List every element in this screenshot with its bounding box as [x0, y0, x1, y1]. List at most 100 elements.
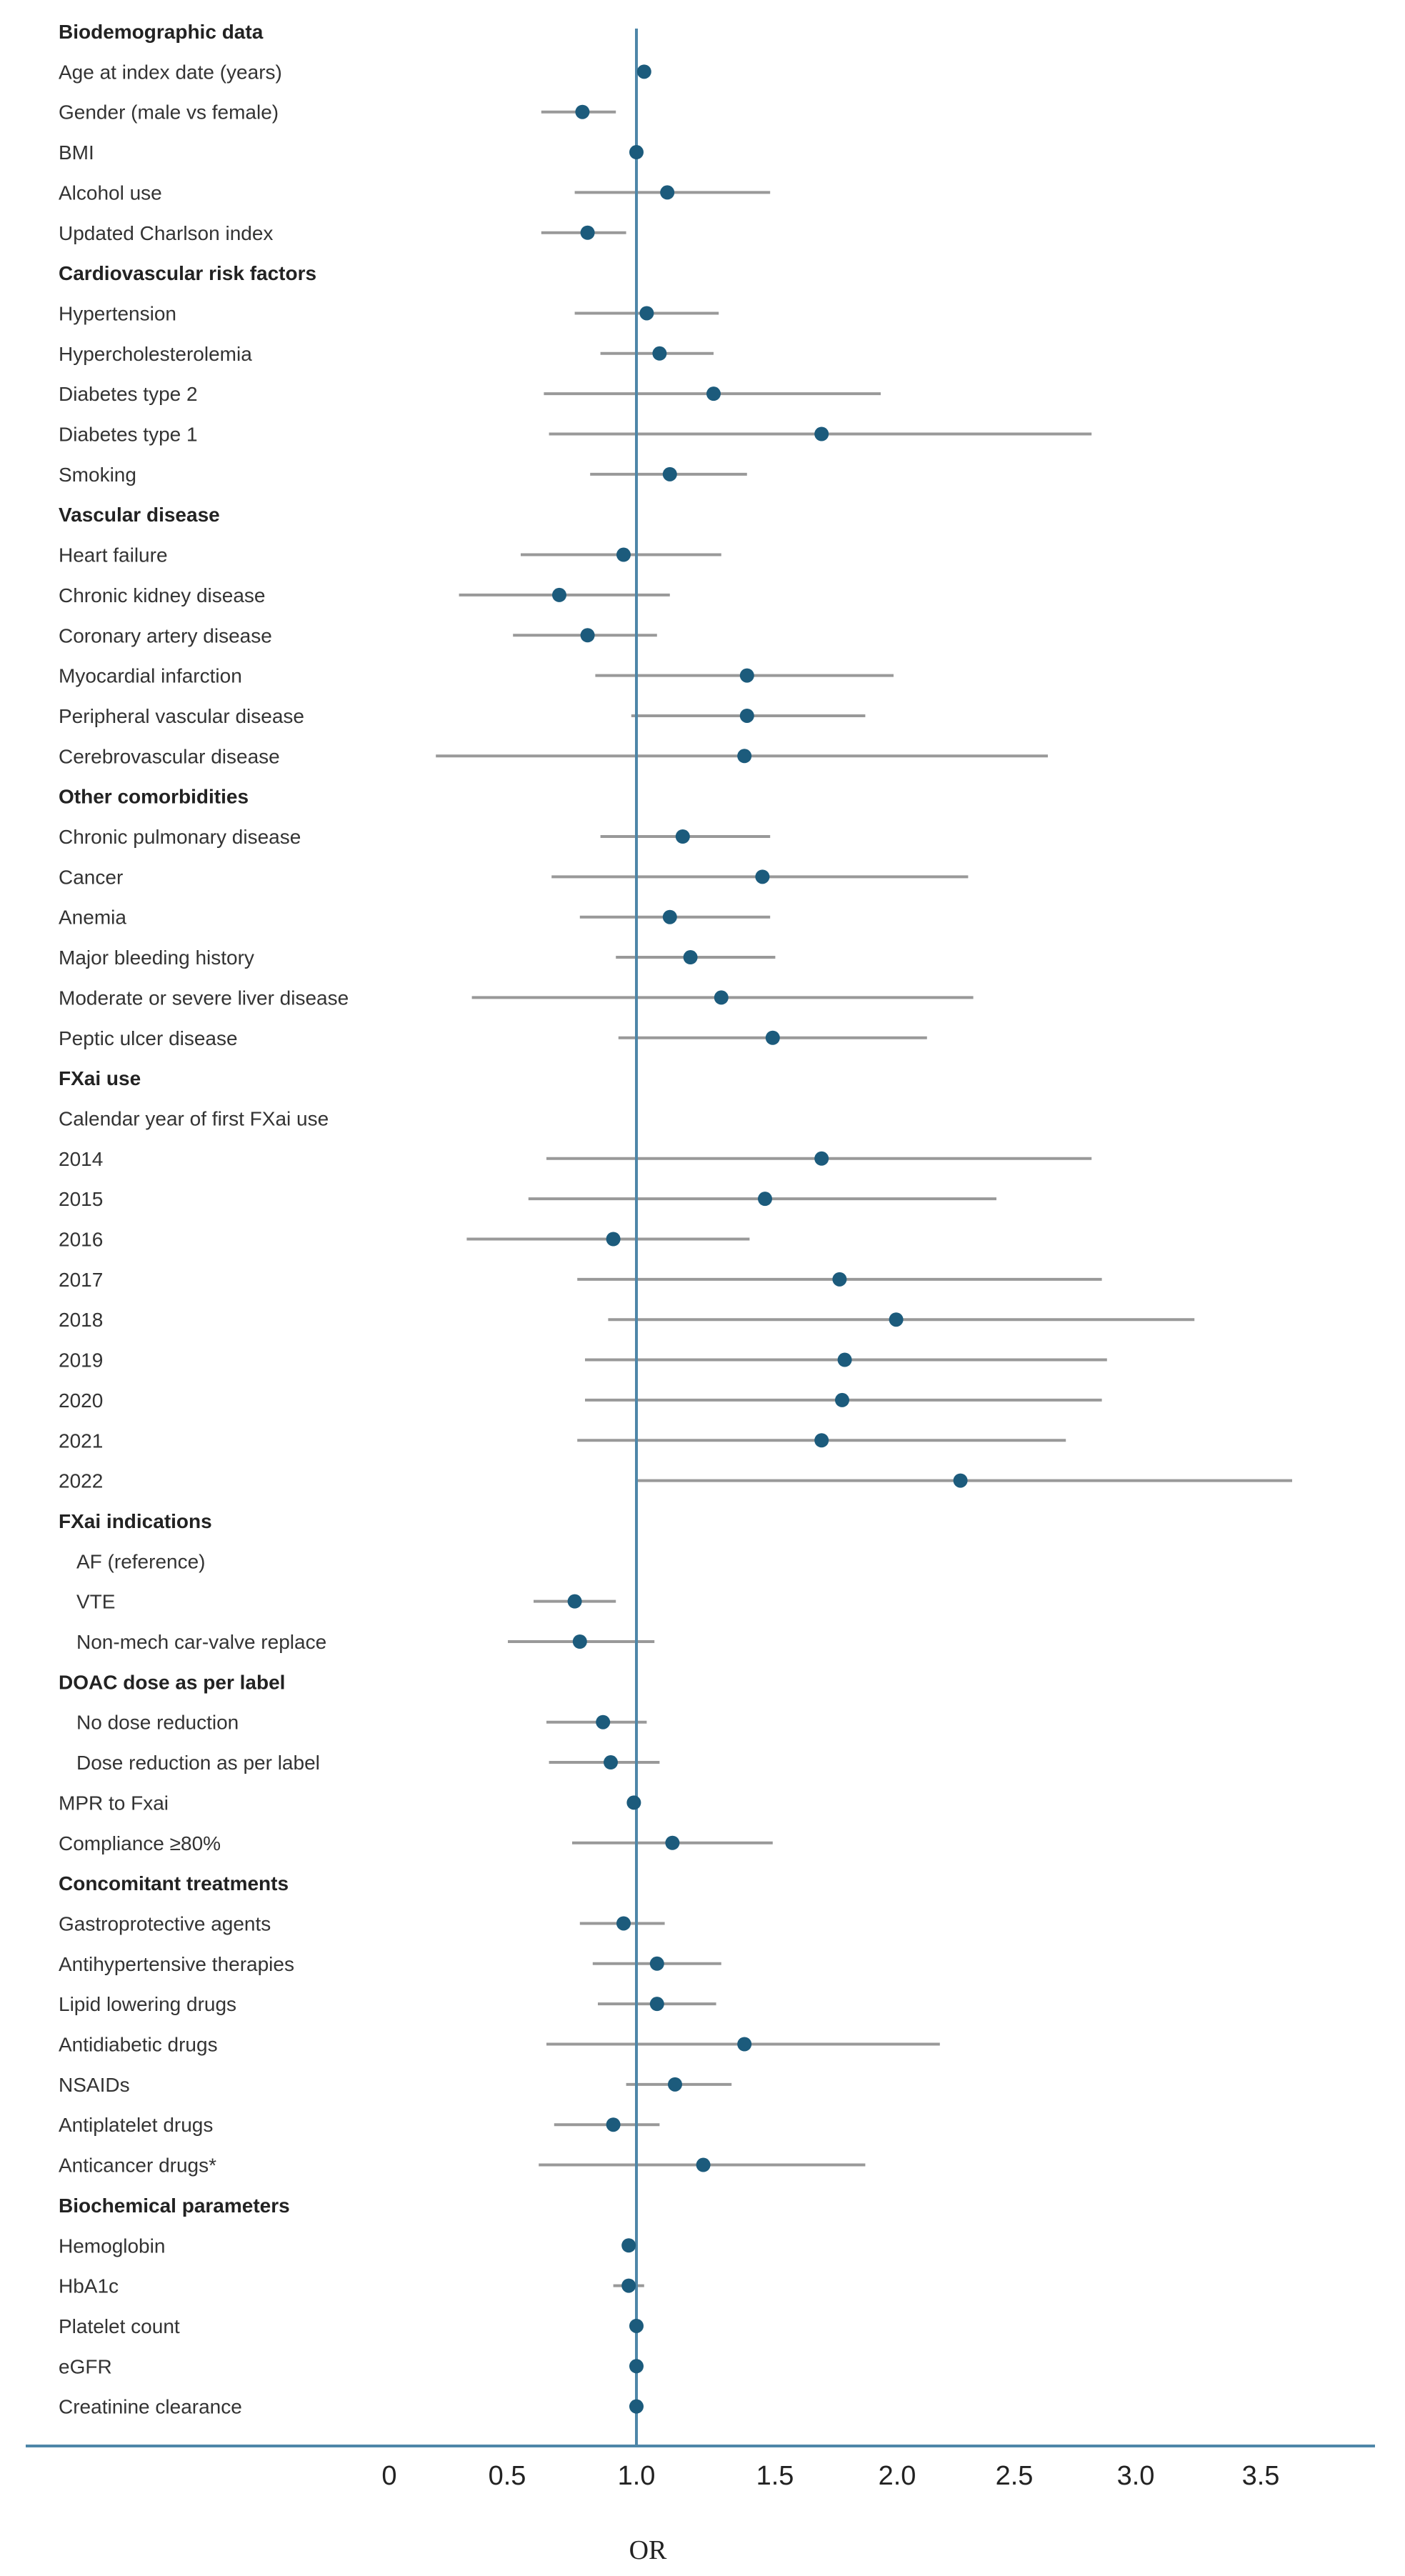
or-point — [739, 708, 754, 723]
section-header: DOAC dose as per label — [59, 1671, 285, 1693]
or-point — [758, 1192, 772, 1207]
or-point — [652, 346, 667, 361]
or-point — [606, 1232, 621, 1247]
x-tick-label: 2.5 — [996, 2461, 1034, 2491]
x-axis-tick-labels: 0 0.5 1.0 1.5 2.0 2.5 3.0 3.5 — [381, 2461, 1279, 2491]
or-point — [755, 869, 770, 884]
or-point — [626, 1795, 641, 1810]
row-label: HbA1c — [59, 2275, 119, 2297]
or-point — [604, 1755, 618, 1770]
row-label: Chronic pulmonary disease — [59, 826, 301, 848]
or-point — [814, 426, 829, 441]
row-label: Non-mech car-valve replace — [76, 1631, 326, 1653]
row-label: Diabetes type 2 — [59, 383, 198, 405]
or-point — [737, 749, 752, 764]
or-point — [596, 1714, 611, 1729]
or-point — [629, 2399, 644, 2414]
row-labels: Biodemographic data Age at index date (ye… — [59, 21, 349, 2418]
x-tick-label: 1.5 — [756, 2461, 794, 2491]
row-label: Peripheral vascular disease — [59, 705, 304, 727]
x-tick-label: 0 — [381, 2461, 396, 2491]
x-tick-label: 2.0 — [879, 2461, 916, 2491]
row-label: Hemoglobin — [59, 2235, 165, 2257]
row-label: Hypercholesterolemia — [59, 343, 252, 365]
or-point — [832, 1272, 847, 1287]
section-header: Other comorbidities — [59, 786, 249, 808]
section-header: Biochemical parameters — [59, 2195, 290, 2217]
row-label: eGFR — [59, 2355, 112, 2377]
row-label: Alcohol use — [59, 181, 162, 204]
row-label: Dose reduction as per label — [76, 1752, 320, 1774]
x-tick-label: 3.5 — [1242, 2461, 1280, 2491]
row-label: 2021 — [59, 1429, 103, 1452]
row-label: Age at index date (years) — [59, 61, 282, 83]
section-header: Vascular disease — [59, 504, 220, 526]
row-label: Gastroprotective agents — [59, 1912, 271, 1935]
row-label: Chronic kidney disease — [59, 584, 266, 606]
row-label: Antihypertensive therapies — [59, 1953, 294, 1975]
x-tick-label: 1.0 — [618, 2461, 656, 2491]
odds-ratio-points — [552, 64, 968, 2414]
row-label: Platelet count — [59, 2315, 180, 2337]
or-point — [649, 1997, 664, 2012]
row-label: Heart failure — [59, 544, 168, 566]
row-label: Lipid lowering drugs — [59, 1993, 236, 2015]
or-point — [668, 2077, 682, 2092]
or-point — [580, 225, 595, 240]
row-label: MPR to Fxai — [59, 1792, 169, 1814]
or-point — [814, 1433, 829, 1448]
row-label: 2016 — [59, 1229, 103, 1251]
or-point — [662, 466, 677, 481]
confidence-intervals — [436, 110, 1292, 2287]
or-point — [575, 104, 590, 119]
row-label: AF (reference) — [76, 1550, 206, 1572]
or-point — [889, 1312, 904, 1327]
row-label: No dose reduction — [76, 1712, 239, 1734]
row-label: Hypertension — [59, 302, 176, 324]
row-label: 2018 — [59, 1309, 103, 1331]
or-point — [621, 2278, 636, 2293]
row-label: Coronary artery disease — [59, 624, 272, 647]
row-label: 2015 — [59, 1188, 103, 1210]
or-point — [953, 1473, 968, 1488]
or-point — [739, 668, 754, 683]
row-label: Updated Charlson index — [59, 222, 273, 244]
or-point — [765, 1030, 780, 1045]
row-label: Cancer — [59, 866, 123, 888]
row-label: Smoking — [59, 464, 136, 486]
or-point — [649, 1956, 664, 1971]
or-point — [675, 829, 690, 844]
or-point — [572, 1634, 587, 1649]
or-point — [629, 2318, 644, 2333]
or-point — [636, 64, 651, 79]
or-point — [814, 1151, 829, 1166]
row-label: VTE — [76, 1591, 115, 1613]
or-point — [606, 2117, 621, 2132]
row-label: Anticancer drugs* — [59, 2155, 216, 2177]
or-point — [567, 1594, 582, 1609]
row-label: Major bleeding history — [59, 947, 254, 969]
or-point — [665, 1835, 680, 1850]
or-point — [662, 909, 677, 924]
row-label: Antiplatelet drugs — [59, 2114, 213, 2136]
x-tick-label: 0.5 — [489, 2461, 526, 2491]
or-point — [837, 1352, 852, 1367]
x-axis-title: OR — [629, 2535, 667, 2565]
or-point — [714, 990, 729, 1005]
or-point — [683, 950, 698, 965]
row-label: 2022 — [59, 1470, 103, 1492]
row-label: Anemia — [59, 907, 126, 929]
or-point — [552, 587, 566, 602]
row-label: Myocardial infarction — [59, 665, 242, 687]
or-point — [706, 386, 721, 401]
row-label: NSAIDs — [59, 2074, 130, 2096]
row-label: Creatinine clearance — [59, 2396, 242, 2418]
or-point — [580, 628, 595, 643]
row-label: 2019 — [59, 1349, 103, 1372]
row-label: Cerebrovascular disease — [59, 745, 280, 767]
section-header: Concomitant treatments — [59, 1872, 289, 1894]
row-label: Gender (male vs female) — [59, 101, 279, 124]
or-point — [621, 2238, 636, 2253]
or-point — [660, 185, 675, 200]
